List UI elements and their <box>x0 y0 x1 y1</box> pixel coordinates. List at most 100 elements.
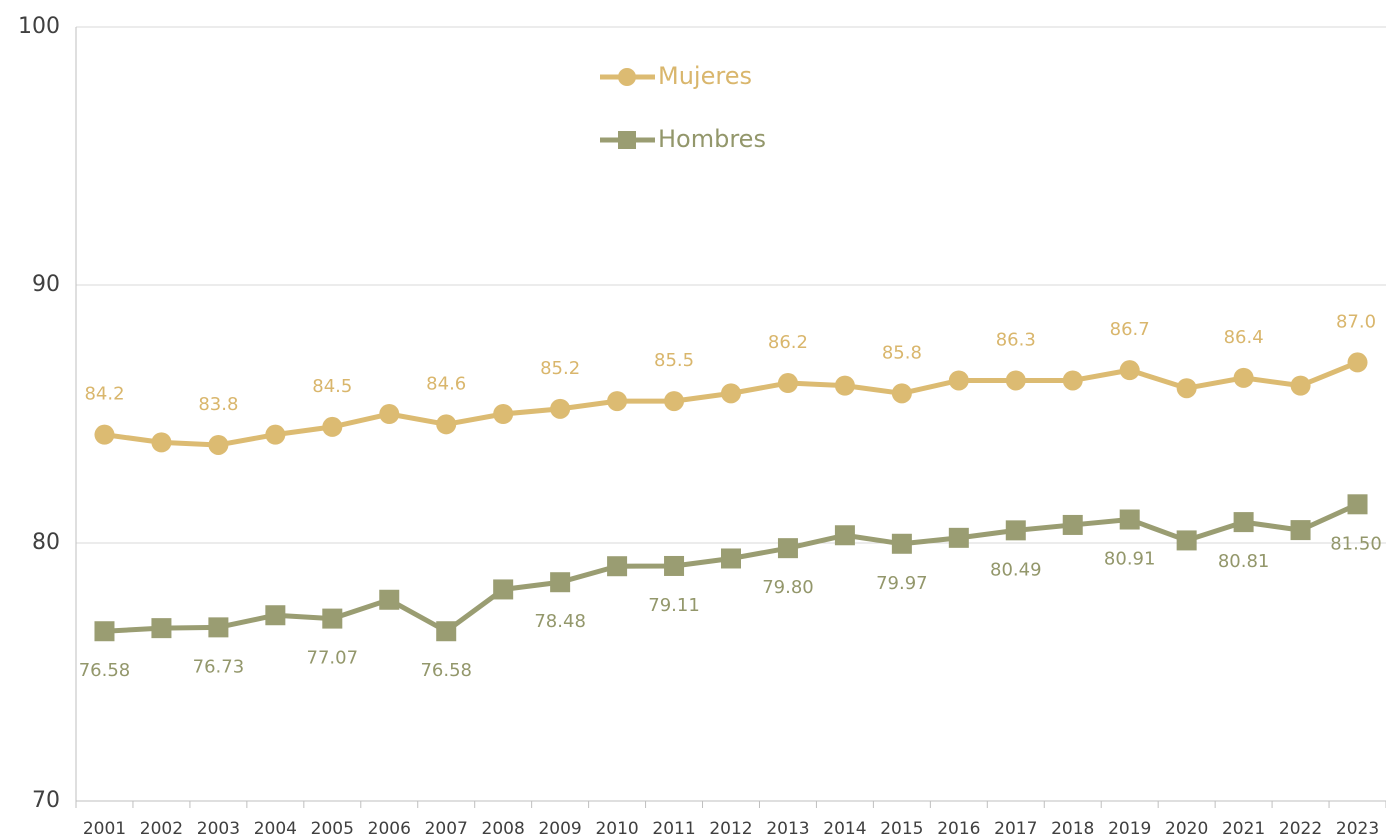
point <box>607 391 628 412</box>
x-tick-label: 2005 <box>311 819 354 839</box>
point <box>891 383 912 404</box>
value-label: 86.2 <box>768 332 808 353</box>
y-tick-label: 80 <box>32 530 60 555</box>
x-tick-label: 2006 <box>368 819 411 839</box>
point <box>1062 370 1083 391</box>
point <box>1062 514 1083 535</box>
point <box>664 391 685 412</box>
x-tick-label: 2022 <box>1279 819 1322 839</box>
x-tick-label: 2002 <box>140 819 183 839</box>
point <box>151 432 172 453</box>
x-tick-label: 2016 <box>937 819 980 839</box>
x-tick-label: 2003 <box>197 819 240 839</box>
point <box>94 424 115 445</box>
value-label: 80.91 <box>1104 549 1156 570</box>
point <box>322 416 343 437</box>
x-tick-label: 2014 <box>823 819 866 839</box>
value-label: 87.0 <box>1336 311 1376 332</box>
point <box>1119 509 1140 530</box>
point <box>721 383 741 404</box>
point <box>208 617 229 638</box>
point <box>208 434 229 455</box>
point <box>891 533 912 554</box>
point <box>1233 367 1254 388</box>
value-label: 86.7 <box>1110 319 1150 340</box>
point <box>1290 375 1311 396</box>
legend-marker <box>618 131 636 149</box>
x-tick-label: 2004 <box>254 819 297 839</box>
point <box>1290 520 1311 541</box>
x-tick-label: 2012 <box>709 819 752 839</box>
value-label: 79.11 <box>648 595 700 616</box>
point <box>1119 360 1140 381</box>
y-tick-label: 90 <box>32 272 60 297</box>
point <box>1005 520 1026 541</box>
value-label: 85.8 <box>882 342 922 363</box>
y-tick-label: 70 <box>32 788 60 813</box>
point <box>379 404 400 424</box>
point <box>607 556 628 577</box>
point <box>94 621 115 642</box>
value-label: 78.48 <box>534 611 586 632</box>
point <box>436 414 457 435</box>
x-tick-label: 2001 <box>83 819 126 839</box>
value-label: 76.58 <box>79 660 131 681</box>
value-label: 77.07 <box>307 648 359 669</box>
x-tick-label: 2011 <box>652 819 695 839</box>
x-tick-label: 2021 <box>1222 819 1265 839</box>
value-label: 84.6 <box>426 373 466 394</box>
point <box>550 572 571 593</box>
point <box>948 370 969 391</box>
value-label: 79.80 <box>762 577 814 598</box>
point <box>834 525 855 546</box>
point <box>777 538 798 559</box>
point <box>1176 378 1197 399</box>
point <box>1176 530 1197 551</box>
value-label: 80.49 <box>990 559 1042 580</box>
value-label: 85.5 <box>654 350 694 371</box>
value-label: 84.2 <box>84 384 124 405</box>
point <box>265 424 286 445</box>
x-tick-label: 2019 <box>1108 819 1151 839</box>
point <box>379 589 400 610</box>
point <box>1347 494 1368 515</box>
point <box>436 621 457 642</box>
legend-label: Hombres <box>658 125 766 153</box>
x-tick-label: 2015 <box>880 819 923 839</box>
value-label: 76.73 <box>193 656 245 677</box>
value-label: 76.58 <box>420 660 472 681</box>
series-line <box>104 360 1359 448</box>
x-tick-label: 2008 <box>482 819 525 839</box>
value-label: 83.8 <box>198 394 238 415</box>
x-tick-label: 2013 <box>766 819 809 839</box>
legend-marker <box>618 68 636 86</box>
point <box>493 579 514 600</box>
point <box>948 527 969 548</box>
value-label: 84.5 <box>312 376 352 397</box>
value-label: 81.50 <box>1330 533 1382 554</box>
point <box>664 555 685 576</box>
x-tick-label: 2018 <box>1051 819 1094 839</box>
point <box>721 548 741 569</box>
value-label: 85.2 <box>540 358 580 379</box>
point <box>322 608 343 629</box>
value-label: 79.97 <box>876 573 928 594</box>
point <box>777 373 798 394</box>
x-tick-label: 2010 <box>595 819 638 839</box>
value-label: 86.4 <box>1224 327 1264 348</box>
legend-label: Mujeres <box>658 62 752 90</box>
x-tick-label: 2007 <box>425 819 468 839</box>
point <box>834 375 855 396</box>
x-tick-label: 2017 <box>994 819 1037 839</box>
point <box>1233 512 1254 533</box>
y-tick-label: 100 <box>18 14 60 39</box>
x-tick-label: 2023 <box>1336 819 1379 839</box>
value-label: 86.3 <box>996 329 1036 350</box>
point <box>1347 352 1368 373</box>
point <box>550 398 571 419</box>
x-tick-label: 2020 <box>1165 819 1208 839</box>
point <box>493 404 514 424</box>
x-tick-label: 2009 <box>538 819 581 839</box>
point <box>265 605 286 626</box>
